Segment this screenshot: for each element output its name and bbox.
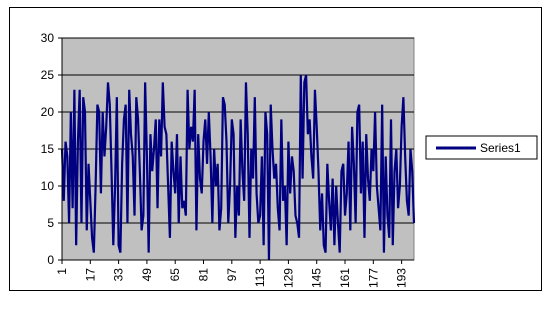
y-tick-label: 25	[41, 68, 55, 82]
x-tick-label: 49	[140, 268, 154, 282]
x-tick-label: 81	[197, 268, 211, 282]
x-tick-label: 145	[310, 268, 324, 288]
x-tick-label: 177	[366, 268, 380, 288]
x-tick-label: 1	[55, 268, 69, 275]
y-tick-label: 20	[41, 105, 55, 119]
x-tick-label: 17	[83, 268, 97, 282]
y-tick-label: 30	[41, 31, 55, 45]
x-tick-label: 129	[281, 268, 295, 288]
chart-area: 0 5 10 15 20 25 30 1 17 33 49 65 81 97 113 129 145 161 177…	[9, 7, 542, 291]
series-line-series1	[60, 74, 416, 261]
legend-box	[425, 135, 538, 160]
x-tick-label: 65	[168, 268, 182, 282]
legend: Series1	[425, 135, 538, 160]
line-chart: 0 5 10 15 20 25 30 1 17 33 49 65 81 97 113 129 145 161 177…	[41, 31, 538, 288]
x-tick-label: 97	[225, 268, 239, 282]
legend-label: Series1	[480, 141, 521, 155]
x-tick-label: 113	[253, 268, 267, 287]
y-tick-label: 15	[41, 142, 55, 156]
x-tick-label: 193	[395, 268, 409, 288]
y-tick-label: 0	[47, 253, 54, 267]
x-tick-label: 161	[338, 268, 352, 288]
x-tick-label: 33	[112, 268, 126, 282]
y-tick-label: 5	[47, 216, 54, 230]
y-tick-label: 10	[41, 179, 55, 193]
